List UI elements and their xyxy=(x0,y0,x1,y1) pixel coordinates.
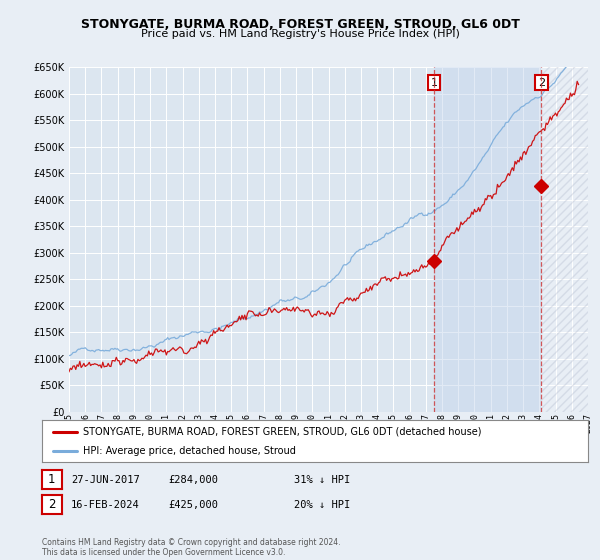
Text: 2: 2 xyxy=(538,78,545,88)
Bar xyxy=(541,67,588,412)
Text: HPI: Average price, detached house, Stroud: HPI: Average price, detached house, Stro… xyxy=(83,446,296,456)
Text: Contains HM Land Registry data © Crown copyright and database right 2024.
This d: Contains HM Land Registry data © Crown c… xyxy=(42,538,341,557)
Bar xyxy=(434,67,541,412)
Text: 1: 1 xyxy=(48,473,56,486)
Text: 31% ↓ HPI: 31% ↓ HPI xyxy=(294,475,350,485)
Text: 2: 2 xyxy=(48,498,56,511)
Text: £284,000: £284,000 xyxy=(168,475,218,485)
Text: £425,000: £425,000 xyxy=(168,500,218,510)
Text: 16-FEB-2024: 16-FEB-2024 xyxy=(71,500,140,510)
Text: STONYGATE, BURMA ROAD, FOREST GREEN, STROUD, GL6 0DT (detached house): STONYGATE, BURMA ROAD, FOREST GREEN, STR… xyxy=(83,427,481,437)
Text: 20% ↓ HPI: 20% ↓ HPI xyxy=(294,500,350,510)
Text: STONYGATE, BURMA ROAD, FOREST GREEN, STROUD, GL6 0DT: STONYGATE, BURMA ROAD, FOREST GREEN, STR… xyxy=(80,18,520,31)
Text: 1: 1 xyxy=(430,78,437,88)
Text: Price paid vs. HM Land Registry's House Price Index (HPI): Price paid vs. HM Land Registry's House … xyxy=(140,29,460,39)
Text: 27-JUN-2017: 27-JUN-2017 xyxy=(71,475,140,485)
